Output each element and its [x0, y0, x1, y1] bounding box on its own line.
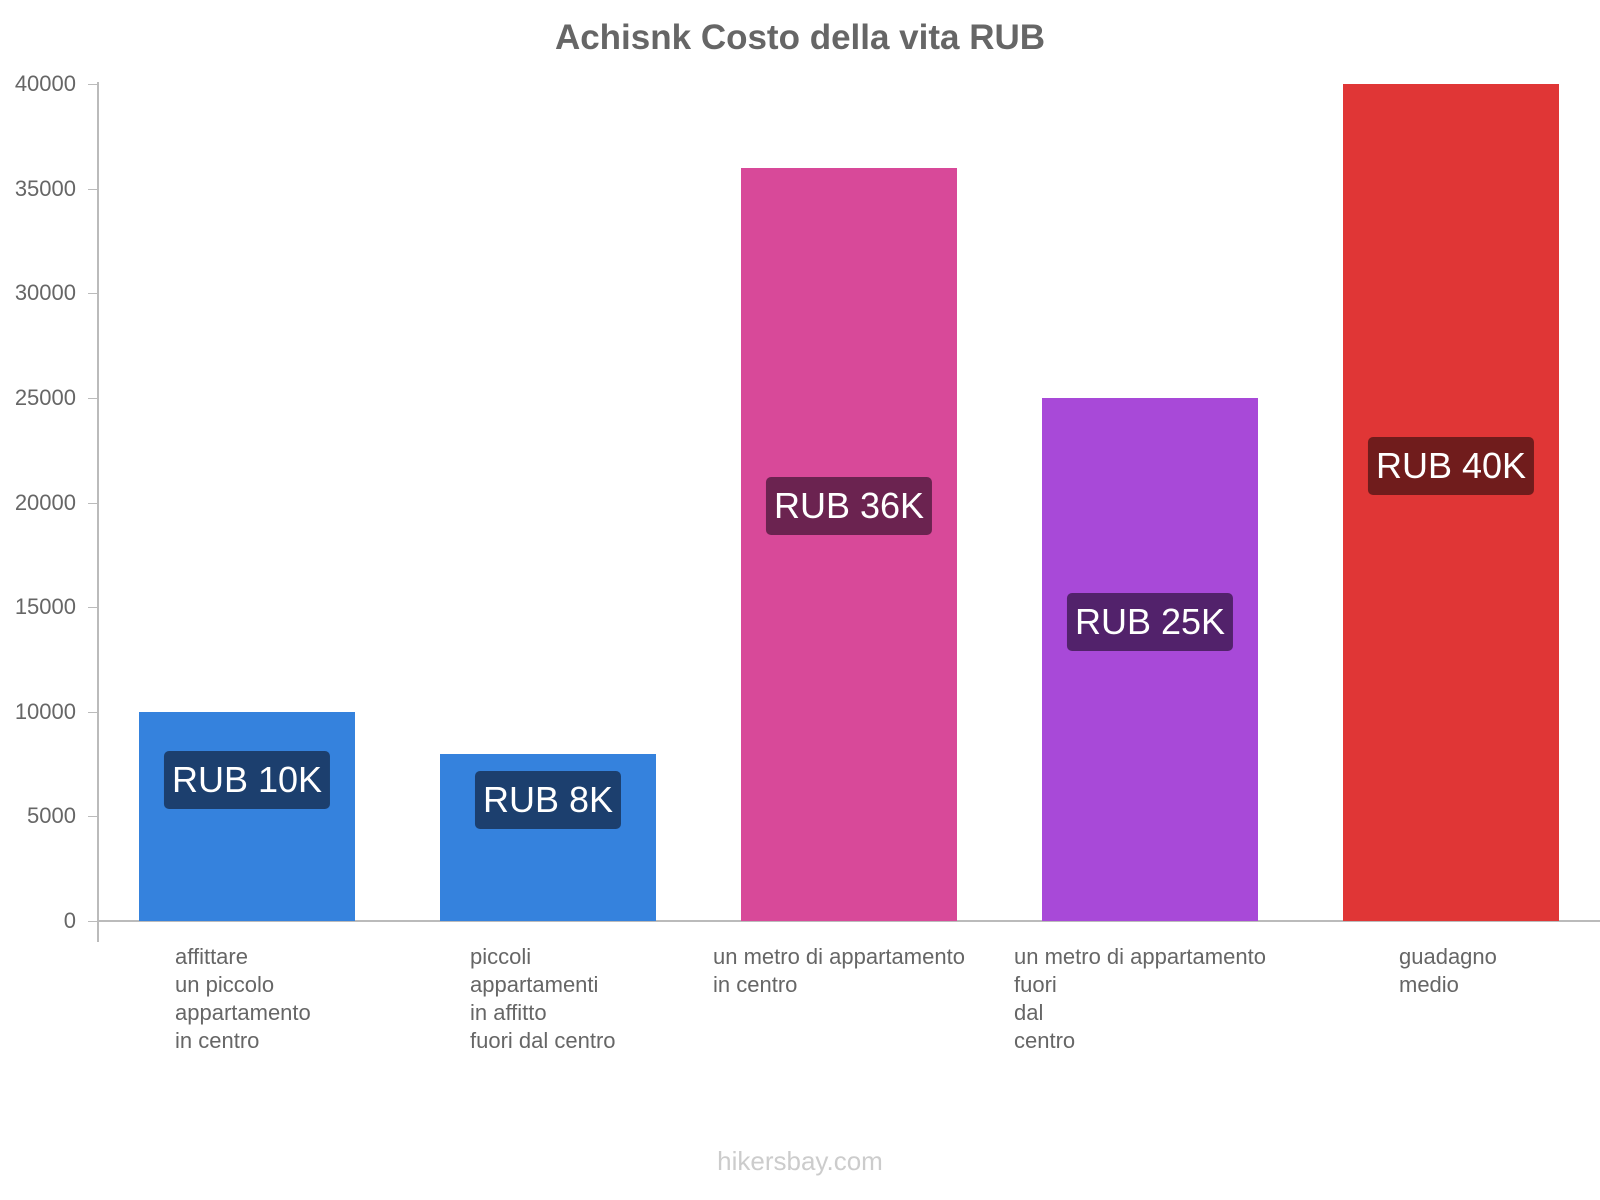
y-tick-mark — [88, 816, 98, 818]
x-category-label: guadagno medio — [1399, 944, 1497, 997]
y-tick-mark — [88, 188, 98, 190]
x-category-label: un metro di appartamento in centro — [713, 944, 965, 997]
y-tick-mark — [88, 921, 98, 922]
y-tick-mark — [88, 84, 98, 85]
y-tick-label: 40000 — [14, 71, 76, 96]
y-tick-label: 35000 — [14, 175, 76, 201]
watermark: hikersbay.com — [717, 1146, 883, 1176]
y-tick-label: 20000 — [14, 489, 76, 515]
y-axis-line — [97, 82, 99, 942]
bar — [1042, 397, 1258, 921]
y-tick-label: 15000 — [14, 594, 76, 620]
y-tick-mark — [88, 502, 98, 504]
y-tick-label: 10000 — [14, 698, 76, 724]
x-category-label: piccoli appartamenti in affitto fuori da… — [470, 944, 616, 1053]
y-tick-label: 0 — [63, 908, 76, 933]
bar — [139, 711, 355, 921]
bar — [741, 167, 957, 921]
y-tick-mark — [88, 711, 98, 713]
y-tick-label: 30000 — [14, 280, 76, 306]
chart-title: Achisnk Costo della vita RUB — [554, 18, 1046, 57]
bar — [1343, 84, 1559, 921]
y-tick-mark — [88, 607, 98, 609]
y-tick-mark — [88, 397, 98, 399]
bar-value-label: RUB 40K — [1367, 437, 1535, 495]
x-category-label: affittare un piccolo appartamento in cen… — [175, 944, 311, 1053]
bar-value-label: RUB 25K — [1066, 593, 1234, 651]
y-tick-mark — [88, 293, 98, 295]
x-category-label: un metro di appartamento fuori dal centr… — [1014, 944, 1266, 1053]
y-tick-label: 5000 — [27, 803, 76, 829]
bar-value-label: RUB 36K — [765, 477, 933, 535]
bar-value-label: RUB 10K — [163, 751, 331, 809]
x-axis-line — [97, 920, 1600, 922]
y-tick-label: 25000 — [14, 384, 76, 410]
bar-value-label: RUB 8K — [474, 771, 622, 829]
